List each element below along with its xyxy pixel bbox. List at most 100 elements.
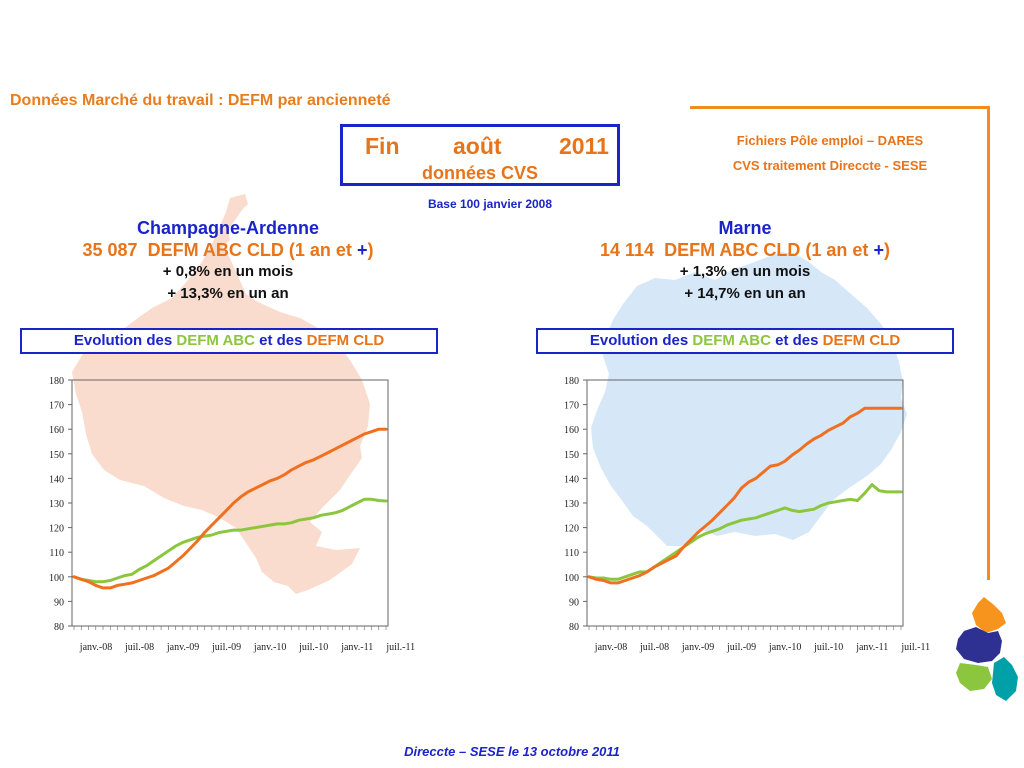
- y-tick-label: 110: [49, 548, 64, 559]
- evo-text-cld: DEFM CLD: [306, 332, 385, 349]
- x-tick-label: janv.-11: [340, 642, 373, 653]
- y-tick-label: 140: [564, 474, 579, 485]
- logo-aube: [956, 663, 992, 691]
- y-tick-label: 100: [49, 573, 64, 584]
- evo-text-a: Evolution des: [73, 332, 177, 349]
- y-tick-label: 120: [564, 524, 579, 535]
- delta-year-sign: +: [167, 285, 177, 302]
- y-tick-label: 110: [564, 548, 579, 559]
- region-name: Marne: [718, 218, 772, 238]
- source-line-2: CVS traitement Direccte - SESE: [732, 158, 928, 173]
- logo-marne: [956, 627, 1002, 663]
- delta-year-sign: +: [684, 285, 694, 302]
- x-tick-label: juil.-10: [298, 642, 328, 653]
- x-tick-label: juil.-11: [900, 642, 930, 653]
- y-tick-label: 90: [569, 597, 579, 608]
- delta-month-text: 0,8% en un mois: [171, 263, 294, 280]
- evo-text-a: Evolution des: [589, 332, 693, 349]
- stat-label: DEFM ABC CLD (1 an et: [147, 240, 352, 260]
- y-tick-label: 180: [49, 376, 64, 387]
- x-tick-label: juil.-11: [385, 642, 415, 653]
- period-box: Fin août 2011 données CVS: [340, 124, 620, 186]
- x-tick-label: janv.-11: [855, 642, 888, 653]
- x-tick-label: juil.-09: [211, 642, 241, 653]
- stat-close: ): [367, 240, 374, 260]
- y-tick-label: 170: [564, 401, 579, 412]
- page-title: Données Marché du travail : DEFM par anc…: [10, 92, 391, 109]
- footer-text: Direccte – SESE le 13 octobre 2011: [404, 744, 620, 759]
- region-stat: 35 087 DEFM ABC CLD (1 an et +): [18, 239, 438, 261]
- stat-plus: +: [356, 240, 368, 260]
- stat-label: DEFM ABC CLD (1 an et: [664, 240, 869, 260]
- base-label: Base 100 janvier 2008: [427, 197, 553, 211]
- y-tick-label: 160: [564, 425, 579, 436]
- evo-text-abc: DEFM ABC: [692, 332, 771, 349]
- stat-number: 35 087: [82, 240, 138, 260]
- y-tick-label: 80: [569, 622, 579, 633]
- period-word-month: août: [453, 133, 502, 159]
- orange-divider-vertical: [987, 106, 990, 580]
- delta-month: + 1,3% en un mois: [535, 261, 955, 283]
- line-chart-champagne-ardenne: 80 90 100 110 120 130 140 150 160 170 180 janv.-08 j…: [49, 376, 415, 653]
- delta-month: + 0,8% en un mois: [18, 261, 438, 283]
- plot-area: [586, 379, 904, 627]
- line-chart-marne: 80 90 100 110 120 130 140 150 160 170 180 janv.-08 j…: [564, 376, 930, 653]
- panel-header-right: Marne 14 114 DEFM ABC CLD (1 an et +) + …: [535, 217, 955, 305]
- stat-plus: +: [873, 240, 884, 260]
- x-tick-label: janv.-08: [594, 642, 627, 653]
- y-tick-label: 90: [54, 597, 64, 608]
- x-tick-label: janv.-10: [253, 642, 286, 653]
- y-tick-label: 180: [564, 376, 579, 387]
- delta-month-sign: +: [162, 263, 172, 280]
- x-tick-label: juil.-09: [726, 642, 756, 653]
- y-tick-label: 150: [564, 450, 579, 461]
- series-line-defm-abc: [587, 483, 903, 581]
- region-name: Champagne-Ardenne: [136, 218, 320, 238]
- x-tick-label: janv.-09: [681, 642, 714, 653]
- x-tick-label: janv.-10: [768, 642, 801, 653]
- x-tick-label: janv.-09: [166, 642, 199, 653]
- delta-year: + 13,3% en un an: [18, 283, 438, 305]
- map-champagne-ardenne: [72, 194, 370, 594]
- y-tick-label: 170: [49, 401, 64, 412]
- evo-text-abc: DEFM ABC: [176, 332, 255, 349]
- evo-text-c: et des: [770, 332, 823, 349]
- evo-text-cld: DEFM CLD: [822, 332, 901, 349]
- panel-header-left: Champagne-Ardenne 35 087 DEFM ABC CLD (1…: [18, 217, 438, 305]
- y-tick-label: 80: [54, 622, 64, 633]
- y-tick-label: 120: [49, 524, 64, 535]
- y-tick-label: 150: [49, 450, 64, 461]
- plot-area: [71, 379, 389, 627]
- x-tick-label: juil.-10: [813, 642, 843, 653]
- period-word-year: 2011: [559, 133, 609, 159]
- series-line-defm-abc: [72, 497, 388, 584]
- evo-text-c: et des: [254, 332, 307, 349]
- x-tick-label: janv.-08: [79, 642, 112, 653]
- evolution-legend-left: Evolution des DEFM ABC et des DEFM CLD: [20, 328, 438, 354]
- y-tick-label: 130: [49, 499, 64, 510]
- period-subtitle: données CVS: [421, 163, 539, 183]
- delta-month-text: 1,3% en un mois: [688, 263, 811, 280]
- map-shape-right: [591, 252, 907, 546]
- map-marne: [591, 252, 907, 546]
- source-line-1: Fichiers Pôle emploi – DARES: [736, 133, 924, 148]
- series-line-defm-cld: [72, 427, 388, 590]
- period-word-fin: Fin: [365, 133, 400, 159]
- map-shape-left: [72, 194, 370, 594]
- period-row: Fin août 2011: [343, 133, 617, 159]
- delta-month-sign: +: [679, 263, 689, 280]
- regional-map-logo: [956, 597, 1018, 701]
- logo-haute-marne: [992, 657, 1018, 701]
- evolution-legend-right: Evolution des DEFM ABC et des DEFM CLD: [536, 328, 954, 354]
- y-tick-label: 140: [49, 474, 64, 485]
- logo-ardennes: [972, 597, 1006, 633]
- stat-close: ): [883, 240, 890, 260]
- region-stat: 14 114 DEFM ABC CLD (1 an et +): [535, 239, 955, 261]
- y-tick-label: 130: [564, 499, 579, 510]
- series-line-defm-cld: [587, 406, 903, 585]
- delta-year: + 14,7% en un an: [535, 283, 955, 305]
- delta-year-text: 14,7% en un an: [693, 285, 806, 302]
- orange-divider-horizontal: [690, 106, 990, 109]
- y-tick-label: 160: [49, 425, 64, 436]
- delta-year-text: 13,3% en un an: [176, 285, 289, 302]
